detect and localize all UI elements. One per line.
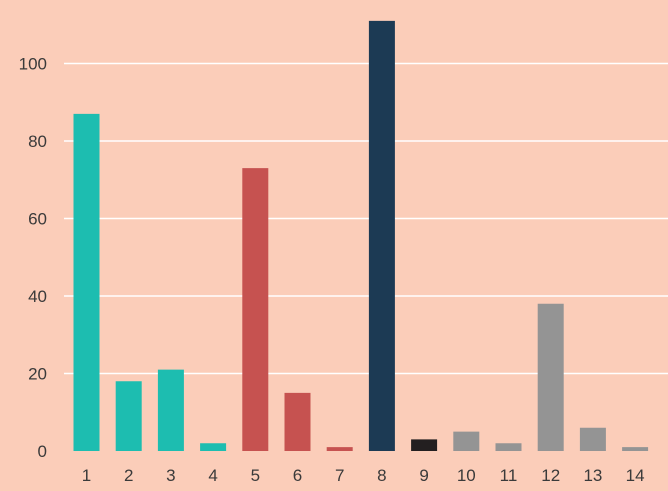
bar-5	[242, 168, 269, 451]
y-tick-label-0: 0	[38, 442, 47, 461]
x-axis-ticks: 1 2 3 4 5 6 7 8 9 10 11 12 13 14	[82, 466, 645, 485]
x-tick-label-10: 10	[457, 466, 476, 485]
y-tick-label-40: 40	[28, 287, 47, 306]
gridlines	[64, 62, 668, 375]
y-axis-ticks: 0 20 40 60 80 100	[19, 55, 47, 462]
x-tick-label-6: 6	[293, 466, 302, 485]
x-tick-label-4: 4	[208, 466, 217, 485]
y-tick-label-100: 100	[19, 55, 47, 74]
x-tick-label-9: 9	[419, 466, 428, 485]
y-tick-label-80: 80	[28, 132, 47, 151]
bar-4	[200, 443, 227, 451]
bar-7	[326, 447, 353, 451]
bar-6	[284, 392, 311, 451]
x-tick-label-5: 5	[251, 466, 260, 485]
x-tick-label-7: 7	[335, 466, 344, 485]
bar-2	[115, 381, 142, 451]
y-tick-label-60: 60	[28, 210, 47, 229]
bar-14	[622, 447, 649, 451]
bar-9	[411, 439, 438, 451]
bar-8	[368, 20, 395, 451]
x-tick-label-13: 13	[583, 466, 602, 485]
x-tick-label-1: 1	[82, 466, 91, 485]
x-tick-label-2: 2	[124, 466, 133, 485]
x-tick-label-14: 14	[626, 466, 645, 485]
bar-1	[73, 113, 100, 451]
y-tick-label-20: 20	[28, 365, 47, 384]
bar-12	[537, 303, 564, 451]
bar-3	[157, 369, 184, 451]
bars	[73, 20, 649, 451]
x-tick-label-8: 8	[377, 466, 386, 485]
bar-11	[495, 443, 522, 451]
bar-13	[579, 427, 606, 451]
x-tick-label-11: 11	[500, 466, 518, 485]
bar-10	[453, 431, 480, 451]
x-tick-label-12: 12	[541, 466, 560, 485]
x-tick-label-3: 3	[166, 466, 175, 485]
